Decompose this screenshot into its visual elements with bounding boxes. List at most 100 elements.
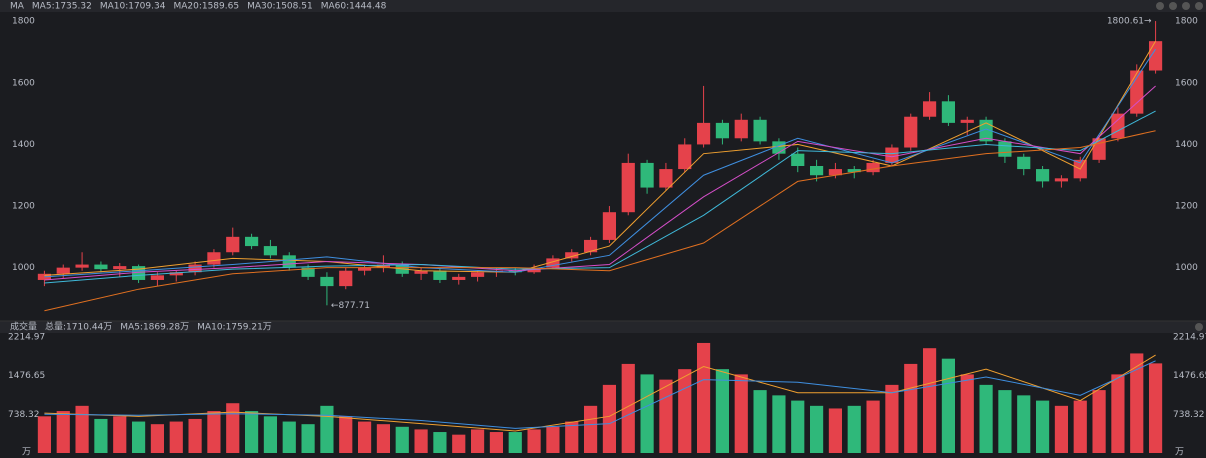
candle-body [188, 264, 202, 273]
candle-body [546, 258, 560, 268]
y-tick-label: 2214.97 [8, 332, 45, 342]
candle-body [904, 116, 918, 148]
candle-body [376, 264, 391, 268]
y-tick-label: 1800 [1175, 17, 1198, 27]
candle-body [621, 162, 635, 213]
candle-body [508, 270, 522, 273]
volume-bar [659, 379, 673, 453]
candle-body [696, 122, 711, 145]
volume-bar [791, 400, 805, 453]
header-bar [0, 321, 1206, 333]
candle-body [150, 275, 165, 280]
y-tick-label: 1476.65 [1173, 371, 1206, 381]
candle-body [998, 141, 1012, 157]
legend-entry: MA [10, 2, 25, 12]
candle-body [1017, 156, 1031, 170]
volume-bar [753, 390, 767, 453]
candle-body [1148, 41, 1163, 71]
ma-line [44, 360, 1156, 429]
ma-line [44, 40, 1157, 276]
volume-bar [508, 432, 522, 453]
y-tick-label: 1000 [1175, 263, 1198, 273]
y-tick-label: 2214.97 [1173, 332, 1206, 342]
volume-bar [1073, 400, 1087, 453]
volume-bar [320, 405, 334, 453]
volume-bar [226, 403, 240, 453]
volume-bar [847, 405, 861, 453]
y-tick-label: 1200 [12, 202, 35, 212]
volume-bar [1148, 363, 1163, 453]
candle-body [1035, 169, 1050, 182]
volume-bar [715, 369, 730, 453]
volume-bar [583, 405, 598, 453]
volume-bar [734, 374, 748, 453]
y-tick-label: 738.32 [1173, 410, 1205, 420]
volume-bar [546, 426, 560, 453]
volume-bar [169, 421, 183, 453]
candle-body [56, 267, 70, 274]
candle-body [414, 270, 428, 274]
volume-bar [998, 390, 1012, 453]
volume-bar [960, 374, 974, 453]
ma-line [44, 48, 1156, 278]
volume-bar [640, 374, 654, 453]
legend-entry: 成交量 [10, 321, 37, 333]
candle-body [941, 101, 956, 123]
legend-entry: 总量:1710.44万 [45, 321, 112, 333]
y-tick-label: 1400 [12, 140, 35, 150]
volume-bar [433, 432, 447, 453]
y-tick-label: 738.32 [8, 410, 40, 420]
volume-bar [772, 395, 786, 453]
volume-bar [131, 421, 146, 453]
candle-body [207, 252, 221, 265]
window-buttons[interactable] [1156, 2, 1203, 331]
ma-line [44, 354, 1156, 432]
candle-body [94, 264, 108, 270]
candle-body [734, 119, 748, 139]
volume-bar [922, 348, 937, 453]
candle-body [452, 276, 466, 280]
ma-line [44, 130, 1156, 312]
candle-body [847, 169, 861, 173]
legend-entry: MA10:1759.21万 [197, 323, 272, 333]
volume-bar [1035, 400, 1050, 453]
candle-body [169, 272, 183, 276]
candle-body [1111, 113, 1125, 139]
candle-body [659, 169, 673, 188]
volume-bar [113, 416, 127, 453]
volume-bar [282, 421, 296, 453]
header-bar [0, 0, 1206, 12]
legend-entry: MA5:1735.32 [32, 2, 92, 12]
candle-body [678, 144, 692, 170]
volume-bar [150, 424, 165, 453]
candle-body [640, 162, 654, 188]
volume-bar [621, 363, 635, 453]
candle-body [602, 212, 617, 240]
volume-bar [94, 418, 108, 453]
candle-body [791, 153, 805, 166]
volume-bar [602, 384, 617, 453]
candle-body [433, 270, 447, 280]
candle-body [320, 276, 334, 287]
volume-bar [1092, 390, 1106, 453]
candle-body [583, 239, 598, 253]
candle-body [282, 255, 296, 268]
volume-bar [885, 384, 899, 453]
unit-label: 万 [22, 448, 31, 458]
volume-bar [904, 363, 918, 453]
legend-entry: MA30:1508.51 [247, 2, 313, 12]
candle-body [1130, 70, 1144, 114]
volume-bar [866, 400, 880, 453]
volume-bar [1017, 395, 1031, 453]
volume-bar [489, 432, 504, 453]
candle-body [113, 266, 127, 270]
volume-bar [1130, 353, 1144, 453]
candle-body [866, 162, 880, 173]
candle-body [263, 246, 278, 256]
candle-body [75, 264, 89, 268]
volume-bar [188, 418, 202, 453]
candle-body [715, 122, 730, 139]
candle-body [244, 236, 259, 247]
annotation: ←877.71 [331, 301, 370, 311]
